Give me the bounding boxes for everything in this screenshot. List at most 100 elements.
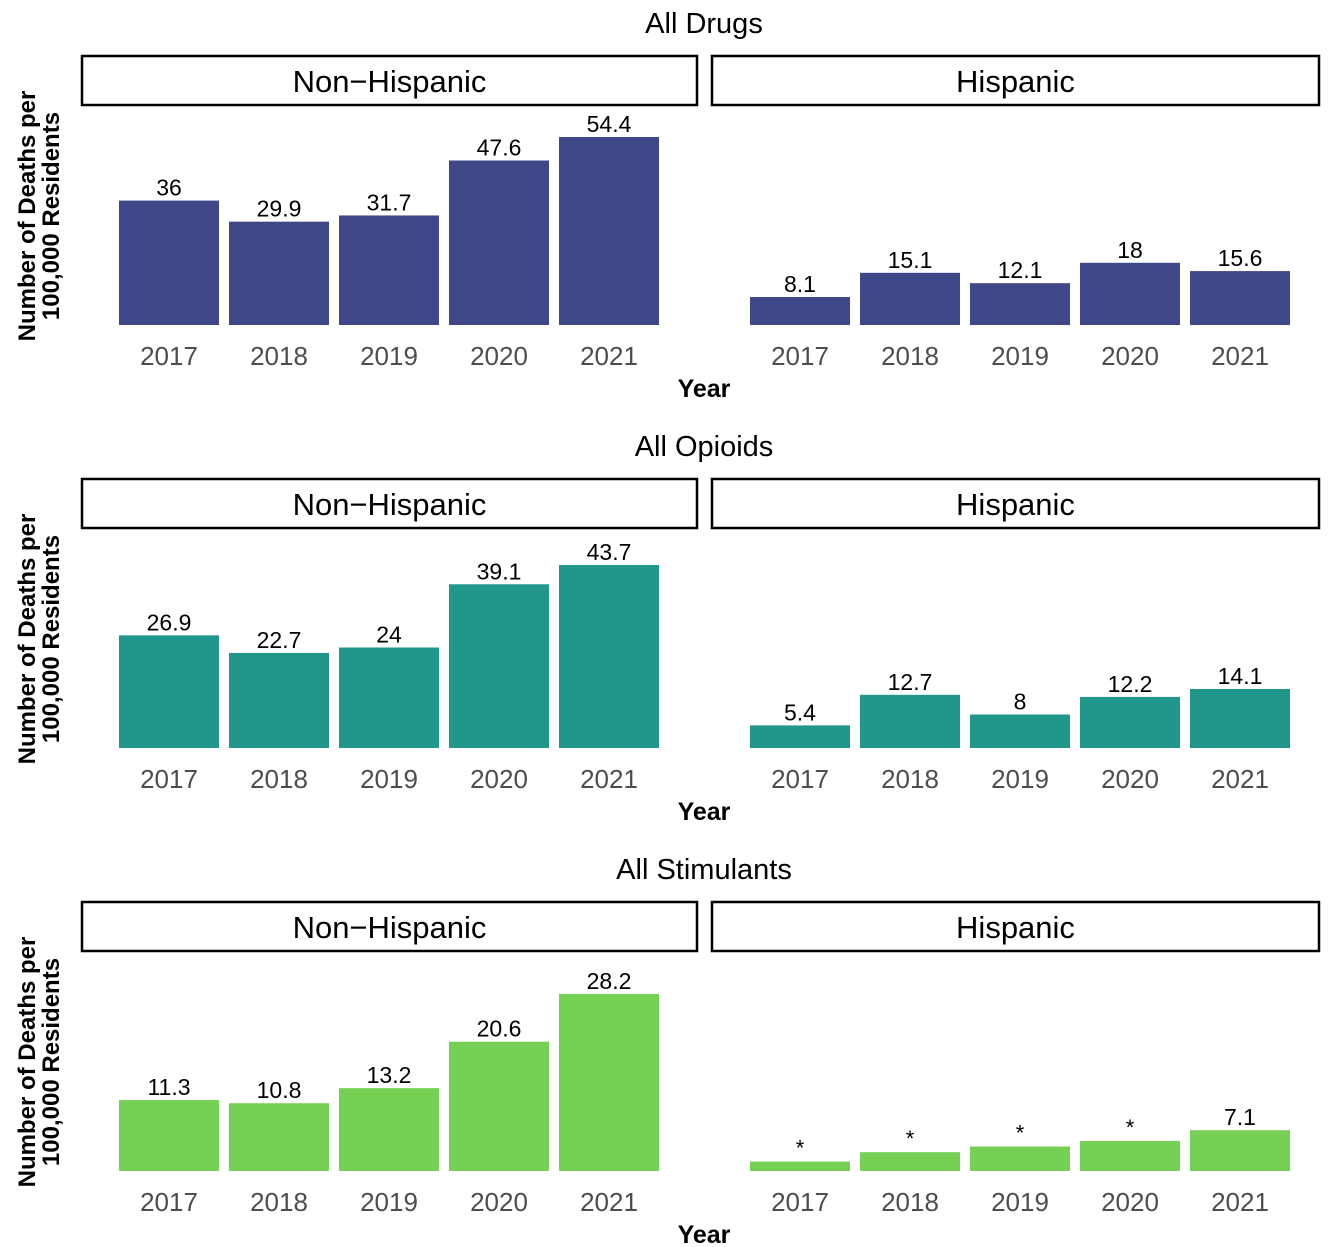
x-tick-label: 2020 — [1101, 764, 1159, 794]
bar — [339, 647, 439, 748]
data-label: 39.1 — [477, 558, 522, 584]
facet-strip — [710, 477, 1321, 530]
x-tick-label: 2020 — [1101, 1187, 1159, 1217]
x-axis-label: Year — [678, 375, 731, 403]
x-tick-label: 2020 — [470, 764, 528, 794]
x-axis-label: Year — [678, 1221, 731, 1247]
x-tick-label: 2018 — [881, 764, 939, 794]
x-tick-label: 2021 — [580, 764, 638, 794]
facet-label: Hispanic — [956, 487, 1075, 522]
facet-panel: Non−Hispanic 11.3 2017 10.8 2018 13.2 2019 20.6… — [80, 900, 699, 1217]
chart-title: All Opioids — [635, 431, 774, 463]
bar — [229, 221, 329, 325]
x-tick-label: 2019 — [360, 341, 418, 371]
x-tick-label: 2020 — [1101, 341, 1159, 371]
data-label: 28.2 — [587, 968, 632, 994]
x-tick-label: 2017 — [140, 341, 198, 371]
facet-strip — [710, 54, 1321, 107]
facet-strip — [80, 54, 699, 107]
x-axis-label: Year — [678, 798, 731, 826]
data-label: 12.2 — [1108, 671, 1153, 697]
chart-title: All Drugs — [645, 8, 763, 40]
data-label: 54.4 — [587, 111, 632, 137]
chart-row-3: All Stimulants Number of Deaths per100,00… — [14, 854, 1321, 1247]
data-label: 24 — [376, 621, 402, 647]
x-tick-label: 2019 — [360, 764, 418, 794]
data-label: * — [906, 1126, 915, 1151]
data-label: 12.7 — [888, 669, 933, 695]
data-label: 10.8 — [257, 1077, 302, 1103]
facet-strip — [80, 477, 699, 530]
x-tick-label: 2017 — [140, 764, 198, 794]
bar — [339, 215, 439, 325]
bar — [970, 283, 1070, 325]
x-tick-label: 2018 — [250, 1187, 308, 1217]
data-label: 13.2 — [367, 1062, 412, 1088]
bar — [119, 1100, 219, 1171]
data-label: 18 — [1117, 237, 1143, 263]
facet-panel: Hispanic 8.1 2017 15.1 2018 12.1 2019 18 2020 15.… — [710, 54, 1321, 371]
x-tick-label: 2017 — [771, 341, 829, 371]
x-tick-label: 2019 — [991, 1187, 1049, 1217]
y-axis-label-line1: Number of Deaths per — [14, 91, 41, 342]
data-label: 11.3 — [147, 1074, 190, 1100]
data-label: 31.7 — [367, 189, 412, 215]
data-label: 22.7 — [257, 627, 302, 653]
chart-title: All Stimulants — [616, 854, 792, 886]
data-label: 20.6 — [477, 1016, 522, 1042]
bar — [750, 297, 850, 325]
data-label: 47.6 — [477, 135, 522, 161]
y-axis-label-line1: Number of Deaths per — [14, 937, 41, 1188]
data-label: 7.1 — [1224, 1104, 1256, 1130]
facet-panel: Non−Hispanic 36 2017 29.9 2018 31.7 2019 47.6 20… — [80, 54, 699, 371]
data-label: 5.4 — [784, 699, 816, 725]
facet-label: Hispanic — [956, 910, 1075, 945]
x-tick-label: 2021 — [1211, 764, 1269, 794]
facet-label: Non−Hispanic — [293, 487, 487, 522]
data-label: 15.6 — [1218, 245, 1263, 271]
x-tick-label: 2020 — [470, 1187, 528, 1217]
data-label: 15.1 — [888, 247, 933, 273]
bar — [1080, 1140, 1180, 1171]
x-tick-label: 2021 — [580, 1187, 638, 1217]
facet-label: Non−Hispanic — [293, 64, 487, 99]
y-axis-label-line2: 100,000 Residents — [38, 535, 65, 743]
facet-strip — [710, 900, 1321, 953]
data-label: 36 — [156, 175, 182, 201]
facet-panel: Non−Hispanic 26.9 2017 22.7 2018 24 2019 39.1 20… — [80, 477, 699, 794]
data-label: * — [796, 1136, 805, 1161]
data-label: 8.1 — [784, 271, 816, 297]
bar — [1190, 1130, 1290, 1171]
x-tick-label: 2019 — [991, 341, 1049, 371]
data-label: * — [1126, 1115, 1135, 1140]
bar — [1080, 696, 1180, 748]
bar — [750, 1161, 850, 1171]
x-tick-label: 2017 — [140, 1187, 198, 1217]
x-tick-label: 2018 — [881, 1187, 939, 1217]
x-tick-label: 2018 — [250, 764, 308, 794]
bar — [970, 714, 1070, 748]
bar — [970, 1146, 1070, 1171]
x-tick-label: 2018 — [881, 341, 939, 371]
x-tick-label: 2018 — [250, 341, 308, 371]
bar — [119, 635, 219, 748]
bar — [229, 652, 329, 748]
y-axis-label-line2: 100,000 Residents — [38, 112, 65, 320]
bar — [860, 1152, 960, 1171]
data-label: 12.1 — [998, 257, 1043, 283]
facet-label: Hispanic — [956, 64, 1075, 99]
x-tick-label: 2021 — [580, 341, 638, 371]
bar — [449, 584, 549, 748]
facet-label: Non−Hispanic — [293, 910, 487, 945]
data-label: 14.1 — [1218, 663, 1263, 689]
data-label: * — [1016, 1121, 1025, 1146]
bar — [339, 1088, 439, 1171]
data-label: 43.7 — [587, 539, 632, 565]
bar — [449, 1041, 549, 1171]
x-tick-label: 2019 — [991, 764, 1049, 794]
